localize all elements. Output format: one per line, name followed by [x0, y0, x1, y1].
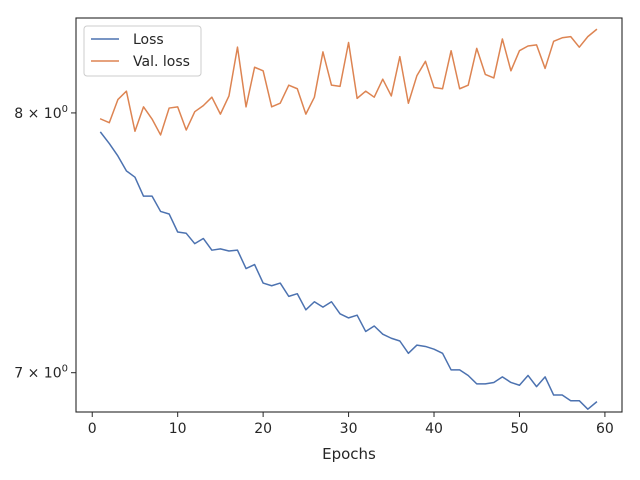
- x-tick-label: 20: [254, 421, 272, 437]
- series-line-0: [99, 131, 598, 410]
- x-tick-label: 30: [340, 421, 358, 437]
- x-tick-label: 0: [88, 421, 97, 437]
- x-axis-label: Epochs: [322, 445, 376, 463]
- x-axis: 0 10 20 30 40 50 60: [88, 412, 614, 437]
- legend: Loss Val. loss: [83, 25, 202, 77]
- y-tick-label: 8 × 100: [14, 104, 68, 122]
- plot-area: [99, 28, 598, 410]
- x-tick-label: 50: [511, 421, 529, 437]
- y-tick-label: 7 × 100: [14, 364, 68, 382]
- x-tick-label: 40: [425, 421, 443, 437]
- x-tick-label: 60: [596, 421, 614, 437]
- y-axis: 7 × 100 8 × 100: [14, 104, 76, 382]
- legend-label: Val. loss: [133, 54, 190, 70]
- series-line-1: [99, 28, 598, 136]
- legend-label: Loss: [133, 32, 164, 48]
- x-tick-label: 10: [169, 421, 187, 437]
